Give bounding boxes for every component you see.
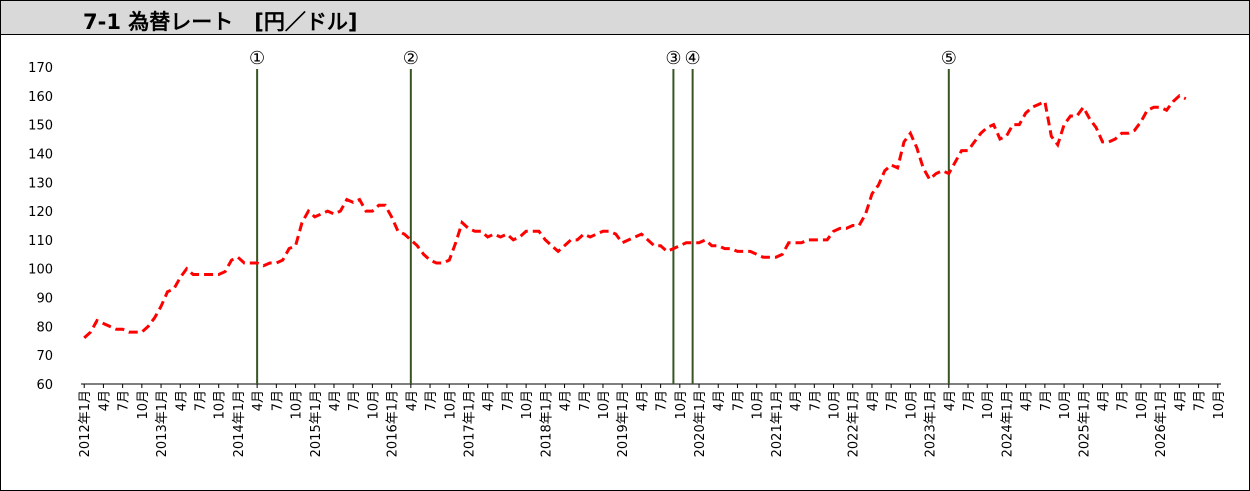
x-tick-label: 4月 [328,390,343,411]
x-tick-label: 4月 [866,390,881,411]
x-tick-label: 4月 [97,390,112,411]
chart: 60 70 80 90 100 110 120 130 140 150 160 170 2012年1月 4… [28,48,1227,457]
x-tick-label: 2014年1月 [232,390,247,457]
event-label: ⑤ [941,48,957,69]
x-tick-label: 4月 [405,390,420,411]
x-tick-label: 2012年1月 [78,390,93,457]
event-label: ④ [685,48,701,69]
x-tick-label: 7月 [117,390,132,411]
x-tick-label: 4月 [789,390,804,411]
x-tick-label: 10月 [1212,390,1227,420]
x-tick-label: 4月 [482,390,497,411]
x-tick-label: 7月 [1039,390,1054,411]
y-tick-label: 120 [28,205,53,220]
x-tick-label: 4月 [943,390,958,411]
y-tick-label: 70 [36,349,53,364]
x-tick-label: 7月 [193,390,208,411]
x-tick-label: 10月 [443,390,458,420]
y-tick-label: 160 [28,90,53,105]
x-tick-label: 2013年1月 [155,390,170,457]
x-tick-label: 2021年1月 [770,390,785,457]
x-tick-label: 7月 [808,390,823,411]
x-tick-label: 10月 [520,390,535,420]
y-tick-label: 140 [28,147,53,162]
x-tick-label: 10月 [904,390,919,420]
x-tick-label: 7月 [578,390,593,411]
x-tick-label: 2025年1月 [1077,390,1092,457]
y-tick-label: 100 [28,263,53,278]
x-tick-label: 2015年1月 [309,390,324,457]
x-tick-label: 2022年1月 [847,390,862,457]
x-tick-label: 2024年1月 [1000,390,1015,457]
x-tick-label: 2018年1月 [539,390,554,457]
x-tick-label: 7月 [1116,390,1131,411]
x-tick-label: 7月 [731,390,746,411]
y-tick-label: 110 [28,234,53,249]
x-tick-label: 7月 [655,390,670,411]
event-label: ① [249,48,265,69]
y-tick-label: 170 [28,61,53,76]
x-tick-label: 4月 [1097,390,1112,411]
x-tick-label: 4月 [251,390,266,411]
y-tick-label: 130 [28,176,53,191]
x-tick-label: 2020年1月 [693,390,708,457]
x-tick-label: 7月 [1193,390,1208,411]
x-tick-label: 2023年1月 [924,390,939,457]
data-line [83,94,1187,340]
x-tick-label: 4月 [712,390,727,411]
x-tick-label: 10月 [1058,390,1073,420]
x-tick-label: 7月 [885,390,900,411]
event-label: ③ [665,48,681,69]
y-tick-label: 150 [28,119,53,134]
x-tick-label: 2017年1月 [462,390,477,457]
x-tick-label: 7月 [501,390,516,411]
x-tick-label: 7月 [424,390,439,411]
x-tick-label: 7月 [962,390,977,411]
x-tick-label: 7月 [347,390,362,411]
x-tick-label: 10月 [674,390,689,420]
x-tick-label: 2026年1月 [1154,390,1169,457]
x-tick-label: 4月 [1020,390,1035,411]
x-tick-label: 4月 [559,390,574,411]
x-tick-label: 4月 [635,390,650,411]
x-tick-label: 7月 [270,390,285,411]
y-tick-label: 80 [36,320,53,335]
x-tick-label: 10月 [290,390,305,420]
x-tick-label: 10月 [751,390,766,420]
x-tick-label: 4月 [174,390,189,411]
event-label: ② [403,48,419,69]
x-tick-label: 10月 [136,390,151,420]
x-tick-label: 10月 [366,390,381,420]
x-tick-label: 2019年1月 [616,390,631,457]
x-tick-label: 10月 [1135,390,1150,420]
x-tick-label: 10月 [213,390,228,420]
x-tick-label: 10月 [828,390,843,420]
chart-title: 7-1 為替レート [円／ドル] [83,10,358,34]
x-tick-label: 4月 [1173,390,1188,411]
x-tick-label: 10月 [597,390,612,420]
y-tick-label: 90 [36,292,53,307]
header: 7-1 為替レート [円／ドル] [1,1,1249,35]
x-tick-label: 10月 [981,390,996,420]
x-tick-label: 2016年1月 [386,390,401,457]
y-tick-label: 60 [36,378,53,393]
